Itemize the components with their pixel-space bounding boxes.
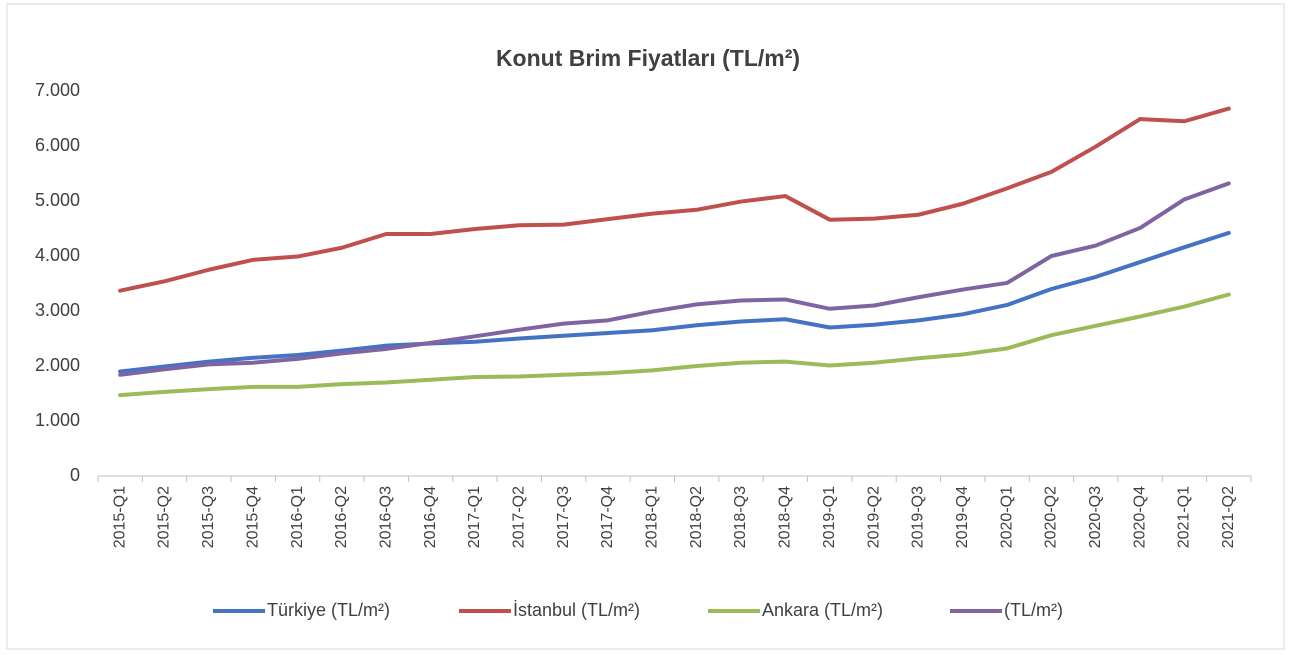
x-tick-label: 2017-Q2 xyxy=(511,486,528,548)
legend-label: Türkiye (TL/m²) xyxy=(267,600,390,620)
x-tick-label: 2019-Q2 xyxy=(865,486,882,548)
y-tick-label: 7.000 xyxy=(35,80,80,100)
x-tick-label: 2015-Q2 xyxy=(156,486,173,548)
chart-title: Konut Brim Fiyatları (TL/m²) xyxy=(496,45,800,71)
series-line xyxy=(118,106,1231,293)
x-tick-label: 2016-Q2 xyxy=(333,486,350,548)
x-tick-label: 2019-Q3 xyxy=(910,486,927,548)
x-tick-label: 2018-Q2 xyxy=(688,486,705,548)
x-tick-label: 2016-Q1 xyxy=(289,486,306,548)
y-tick-label: 1.000 xyxy=(35,410,80,430)
x-tick-label: 2021-Q1 xyxy=(1176,486,1193,548)
x-tick-label: 2018-Q4 xyxy=(777,486,794,548)
chart-border xyxy=(6,3,1285,650)
y-tick-label: 0 xyxy=(70,465,80,485)
x-tick-label: 2015-Q3 xyxy=(200,486,217,548)
x-tick-label: 2016-Q4 xyxy=(422,486,439,548)
legend-label: Ankara (TL/m²) xyxy=(762,600,883,620)
x-tick-label: 2017-Q3 xyxy=(555,486,572,548)
y-tick-label: 6.000 xyxy=(35,135,80,155)
x-tick-label: 2017-Q1 xyxy=(466,486,483,548)
x-tick-label: 2018-Q1 xyxy=(644,486,661,548)
series-line xyxy=(118,230,1231,374)
x-tick-label: 2020-Q1 xyxy=(998,486,1015,548)
y-tick-label: 4.000 xyxy=(35,245,80,265)
legend-label: (TL/m²) xyxy=(1004,600,1063,620)
y-tick-label: 5.000 xyxy=(35,190,80,210)
y-tick-label: 3.000 xyxy=(35,300,80,320)
y-tick-label: 2.000 xyxy=(35,355,80,375)
x-tick-label: 2015-Q4 xyxy=(244,486,261,548)
legend-label: İstanbul (TL/m²) xyxy=(513,600,640,620)
x-tick-label: 2019-Q4 xyxy=(954,486,971,548)
series-line xyxy=(118,292,1231,398)
x-tick-label: 2016-Q3 xyxy=(377,486,394,548)
x-tick-label: 2020-Q2 xyxy=(1043,486,1060,548)
series-line xyxy=(118,181,1231,377)
x-tick-label: 2021-Q2 xyxy=(1220,486,1237,548)
x-tick-label: 2017-Q4 xyxy=(599,486,616,548)
x-tick-label: 2020-Q4 xyxy=(1131,486,1148,548)
x-tick-label: 2018-Q3 xyxy=(732,486,749,548)
x-tick-label: 2015-Q1 xyxy=(111,486,128,548)
x-tick-label: 2019-Q1 xyxy=(821,486,838,548)
x-tick-label: 2020-Q3 xyxy=(1087,486,1104,548)
